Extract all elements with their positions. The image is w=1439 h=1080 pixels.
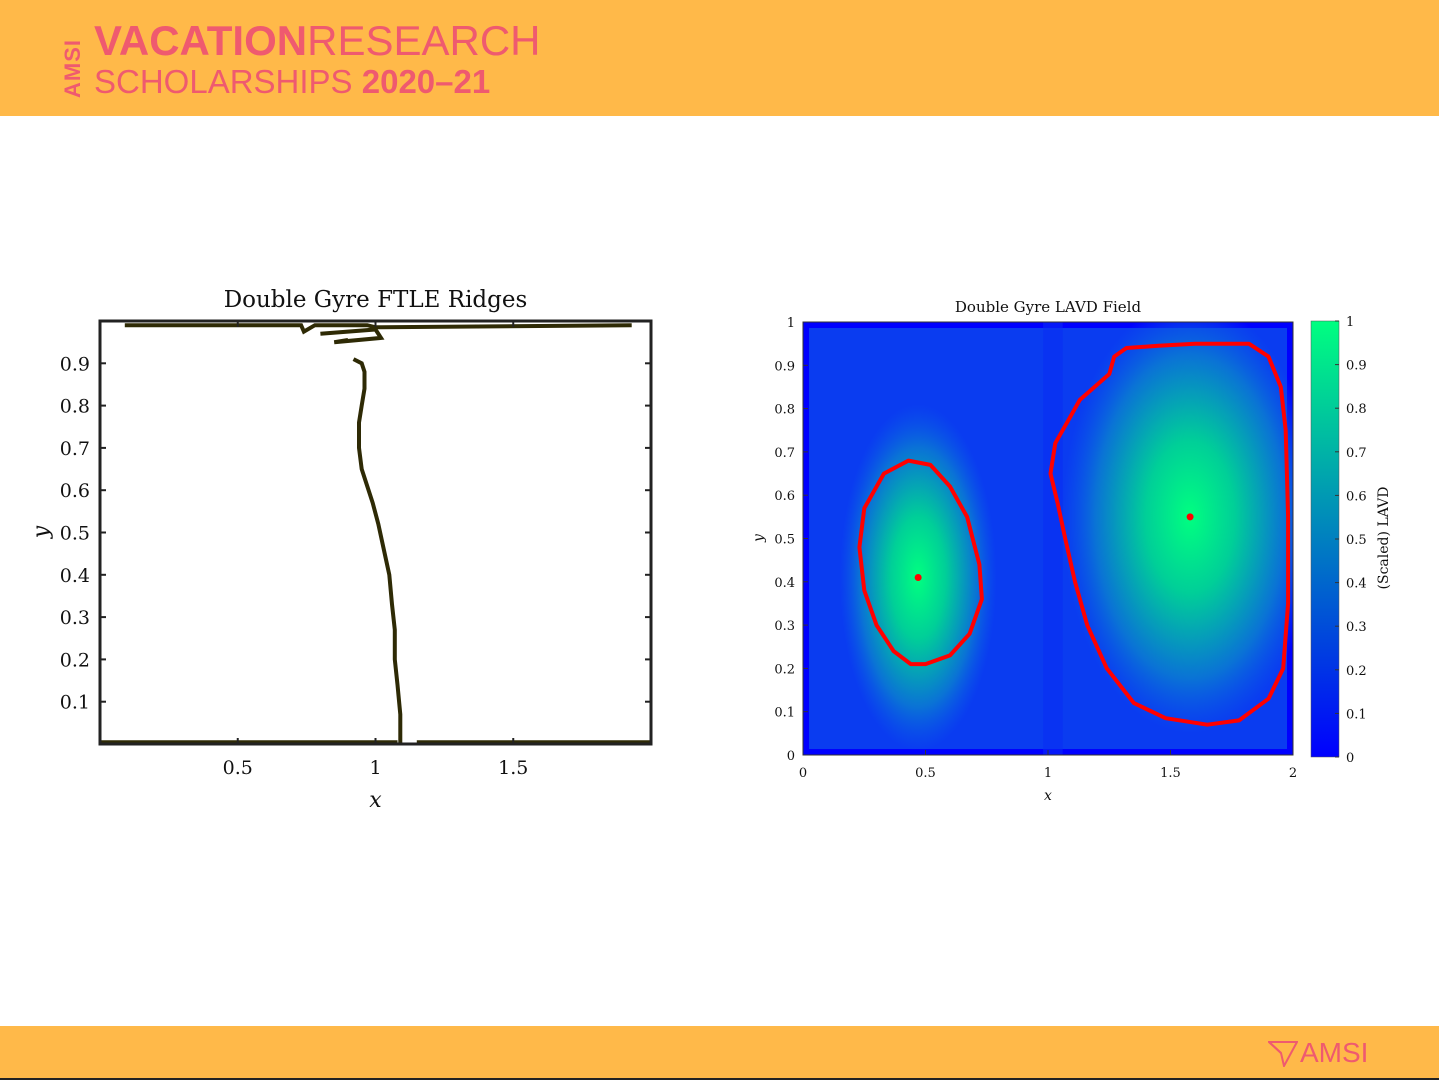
lavd-x-tick-label: 0 (799, 766, 807, 781)
lavd-y-axis-label: y (751, 533, 767, 543)
ftle-x-tick-label: 1.5 (498, 757, 528, 779)
lavd-y-tick-label: 0.6 (774, 489, 795, 504)
colorbar-tick-label: 0.3 (1346, 620, 1367, 635)
lavd-glow-right (1062, 322, 1293, 734)
colorbar-tick-label: 0.4 (1346, 577, 1367, 592)
lavd-chart-title: Double Gyre LAVD Field (955, 298, 1142, 316)
lavd-heatmap (803, 322, 1293, 755)
ftle-y-tick-label: 0.6 (60, 480, 90, 502)
ftle-x-axis-label: x (369, 788, 382, 813)
vortex-center-1 (1186, 513, 1194, 521)
vortex-boundary-0 (857, 458, 984, 667)
logo-line-1: VACATIONRESEARCH (94, 18, 541, 64)
colorbar-tick-label: 0.9 (1346, 359, 1367, 374)
lavd-x-tick-label: 2 (1289, 766, 1297, 781)
lavd-y-tick-label: 0.1 (774, 706, 795, 721)
logo-line-2: SCHOLARSHIPS 2020–21 (94, 64, 490, 100)
ftle-y-tick-label: 0.4 (60, 565, 90, 587)
ftle-y-tick-label: 0.9 (60, 353, 90, 375)
footer-rule (0, 1078, 1439, 1080)
colorbar-tick-label: 0.8 (1346, 402, 1367, 417)
lavd-x-axis-label: x (1044, 788, 1052, 804)
vortex-center-0 (914, 573, 922, 581)
colorbar-tick-label: 0.7 (1346, 446, 1367, 461)
ftle-y-tick-label: 0.3 (60, 607, 90, 629)
lavd-y-tick-label: 0.5 (774, 533, 795, 548)
colorbar-tick-label: 0.1 (1346, 707, 1367, 722)
lavd-y-tick-label: 0.9 (774, 359, 795, 374)
logo-vacation: VACATION (94, 17, 308, 64)
footer-band (0, 1026, 1439, 1080)
lavd-x-tick-label: 1.5 (1160, 766, 1181, 781)
ftle-ridge-line-3 (124, 323, 632, 335)
ftle-y-tick-label: 0.7 (60, 438, 90, 460)
lavd-x-tick-label: 1 (1044, 766, 1052, 781)
ftle-x-tick-label: 0.5 (223, 757, 253, 779)
ftle-plot-area (100, 321, 651, 744)
ftle-y-axis-label: y (29, 525, 54, 539)
lavd-separatrix (1043, 322, 1063, 755)
header-band (0, 0, 1439, 116)
ftle-y-tick-label: 0.2 (60, 649, 90, 671)
ftle-x-tick-label: 1 (369, 757, 381, 779)
lavd-y-tick-label: 1 (787, 316, 795, 331)
vortex-boundary-1 (1048, 341, 1291, 727)
lavd-y-tick-label: 0.8 (774, 403, 795, 418)
lavd-y-tick-label: 0.4 (774, 576, 795, 591)
colorbar-tick-label: 0.2 (1346, 664, 1367, 679)
logo-research: RESEARCH (307, 17, 541, 64)
amsi-footer-logo: AMSI (1268, 1036, 1368, 1070)
colorbar-tick-label: 0.6 (1346, 489, 1367, 504)
lavd-y-tick-label: 0.2 (774, 662, 795, 677)
logo-scholarships: SCHOLARSHIPS (94, 63, 353, 100)
ftle-chart-title: Double Gyre FTLE Ridges (224, 287, 528, 313)
ftle-ridge-line-4 (320, 327, 385, 345)
lavd-y-tick-label: 0.7 (774, 446, 795, 461)
colorbar-tick-label: 1 (1346, 315, 1354, 330)
ftle-ridge-line-0 (352, 357, 403, 744)
ftle-y-tick-label: 0.1 (60, 692, 90, 714)
colorbar-tick-label: 0.5 (1346, 533, 1367, 548)
ftle-y-tick-label: 0.5 (60, 523, 90, 545)
colorbar-label: (Scaled) LAVD (1376, 487, 1392, 590)
lavd-x-tick-label: 0.5 (915, 766, 936, 781)
colorbar-tick-label: 0 (1346, 751, 1354, 766)
colorbar (1310, 320, 1340, 758)
lavd-y-tick-label: 0 (787, 749, 795, 764)
ftle-y-tick-label: 0.8 (60, 396, 90, 418)
logo-year: 2020–21 (361, 63, 491, 100)
lavd-y-tick-label: 0.3 (774, 619, 795, 634)
amsi-footer-text: AMSI (1300, 1037, 1369, 1068)
amsi-arrow-icon (1268, 1041, 1298, 1067)
